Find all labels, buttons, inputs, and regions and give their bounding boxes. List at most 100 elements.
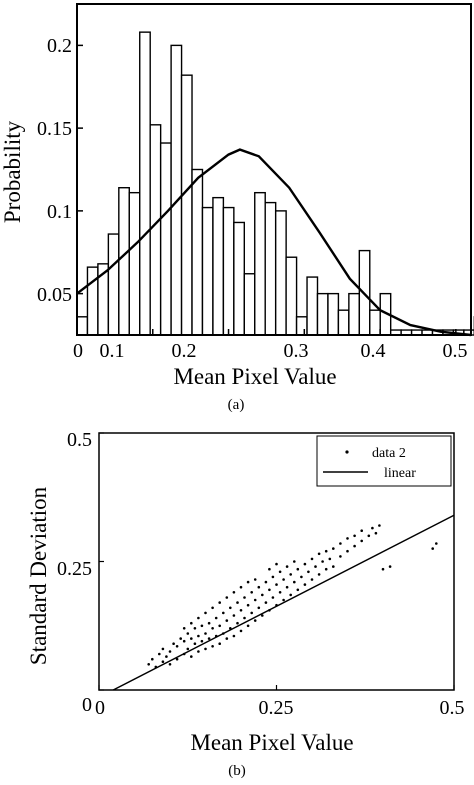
y-tick-label: 0.2 xyxy=(47,35,72,57)
scatter-point xyxy=(261,593,264,597)
x-tick-marks-b xyxy=(98,685,455,690)
scatter-point xyxy=(296,588,300,592)
scatter-point xyxy=(293,560,296,563)
scatter-point xyxy=(193,627,197,630)
scatter-point xyxy=(360,539,364,543)
scatter-point xyxy=(360,529,364,532)
scatter-point xyxy=(175,657,179,661)
scatter-point xyxy=(289,573,293,576)
scatter-point xyxy=(236,601,239,604)
histogram-bar xyxy=(233,221,245,336)
scatter-point xyxy=(218,601,221,604)
scatter-point xyxy=(285,565,289,568)
fitted-curve xyxy=(76,148,472,337)
scatter-point xyxy=(332,547,335,550)
scatter-point xyxy=(222,611,225,615)
caption-a: (a) xyxy=(228,397,245,413)
scatter-point xyxy=(211,627,214,630)
scatter-point xyxy=(200,624,204,628)
histogram-bar xyxy=(201,206,214,336)
scatter-point xyxy=(190,621,193,625)
scatter-point xyxy=(239,609,243,612)
scatter-point xyxy=(207,637,211,640)
x-tick-label: 0.4 xyxy=(361,340,386,362)
x-axis-label: Mean Pixel Value xyxy=(190,730,353,755)
x-tick-label: 0 xyxy=(73,340,83,362)
scatter-point xyxy=(250,591,253,594)
histogram-bar xyxy=(254,191,266,336)
scatter-point xyxy=(197,634,200,638)
histogram-bar xyxy=(369,309,381,336)
scatter-point xyxy=(321,560,324,563)
legend: data 2 linear xyxy=(316,435,452,487)
histogram-bar xyxy=(212,196,225,336)
scatter-point xyxy=(168,663,172,666)
scatter-point xyxy=(246,624,250,628)
histogram-bar xyxy=(222,206,235,336)
y-tick-marks-b xyxy=(99,432,104,691)
histogram-bar xyxy=(243,273,256,336)
scatter-point xyxy=(339,555,342,558)
scatter-point xyxy=(275,583,278,586)
scatter-point xyxy=(225,596,229,599)
legend-box xyxy=(316,435,452,487)
scatter-point xyxy=(371,526,374,530)
y-tick-label: 0 xyxy=(82,694,92,716)
histogram-bar xyxy=(118,187,130,336)
y-tick-label: 0.05 xyxy=(37,284,72,306)
scatter-point xyxy=(168,650,172,653)
scatter-point xyxy=(239,585,243,589)
histogram-bar xyxy=(337,309,350,336)
scatter-point xyxy=(158,652,161,656)
scatter-point xyxy=(339,542,342,545)
y-tick-label: 0.25 xyxy=(57,558,92,580)
histogram-bar xyxy=(76,316,89,336)
scatter-point xyxy=(374,531,378,535)
linear-fit-line xyxy=(112,514,455,691)
scatter-point xyxy=(282,578,285,581)
y-tick-label: 0.15 xyxy=(37,118,72,140)
scatter-points xyxy=(147,524,438,669)
scatter-point xyxy=(172,642,175,645)
scatter-point xyxy=(261,614,264,617)
scatter-point xyxy=(388,565,392,568)
scatter-point xyxy=(310,578,314,581)
histogram-bar xyxy=(128,191,141,336)
scatter-point xyxy=(182,639,186,643)
scatter-point xyxy=(253,619,257,622)
scatter-point xyxy=(190,637,193,640)
histogram-bar xyxy=(348,292,361,336)
scatter-point xyxy=(211,645,214,648)
scatter-point xyxy=(332,565,335,568)
scatter-point xyxy=(229,606,232,610)
scatter-point xyxy=(317,573,321,576)
scatter-point xyxy=(193,642,197,645)
scatter-point xyxy=(246,603,250,607)
histogram-bar xyxy=(327,292,340,336)
x-tick-label: 0.3 xyxy=(284,340,309,362)
scatter-point xyxy=(285,585,289,589)
chart-b: data 2 linear 0 0.25 0.5 0 0.25 0.5 Mean… xyxy=(26,429,465,779)
scatter-point xyxy=(197,616,200,620)
x-tick-marks-a xyxy=(76,329,457,335)
x-tick-label: 0.2 xyxy=(172,340,197,362)
scatter-point xyxy=(317,552,321,556)
histogram-bar xyxy=(306,276,319,336)
scatter-point xyxy=(175,645,179,648)
histogram-bar xyxy=(191,168,204,336)
x-tick-label: 0.5 xyxy=(443,340,468,362)
scatter-point xyxy=(239,629,243,633)
scatter-point xyxy=(246,580,250,584)
scatter-point xyxy=(232,634,236,638)
histogram-bar xyxy=(295,316,308,336)
chart-a: 0 0.1 0.2 0.3 0.4 0.5 0.05 0.1 0.15 0.2 … xyxy=(0,3,474,413)
scatter-point xyxy=(253,598,257,602)
scatter-point xyxy=(381,567,385,571)
scatter-point xyxy=(200,639,204,643)
scatter-point xyxy=(271,596,275,599)
scatter-point xyxy=(179,637,182,640)
scatter-point xyxy=(204,611,207,615)
histogram-bar xyxy=(107,233,120,336)
plot-frame-a xyxy=(76,3,472,336)
